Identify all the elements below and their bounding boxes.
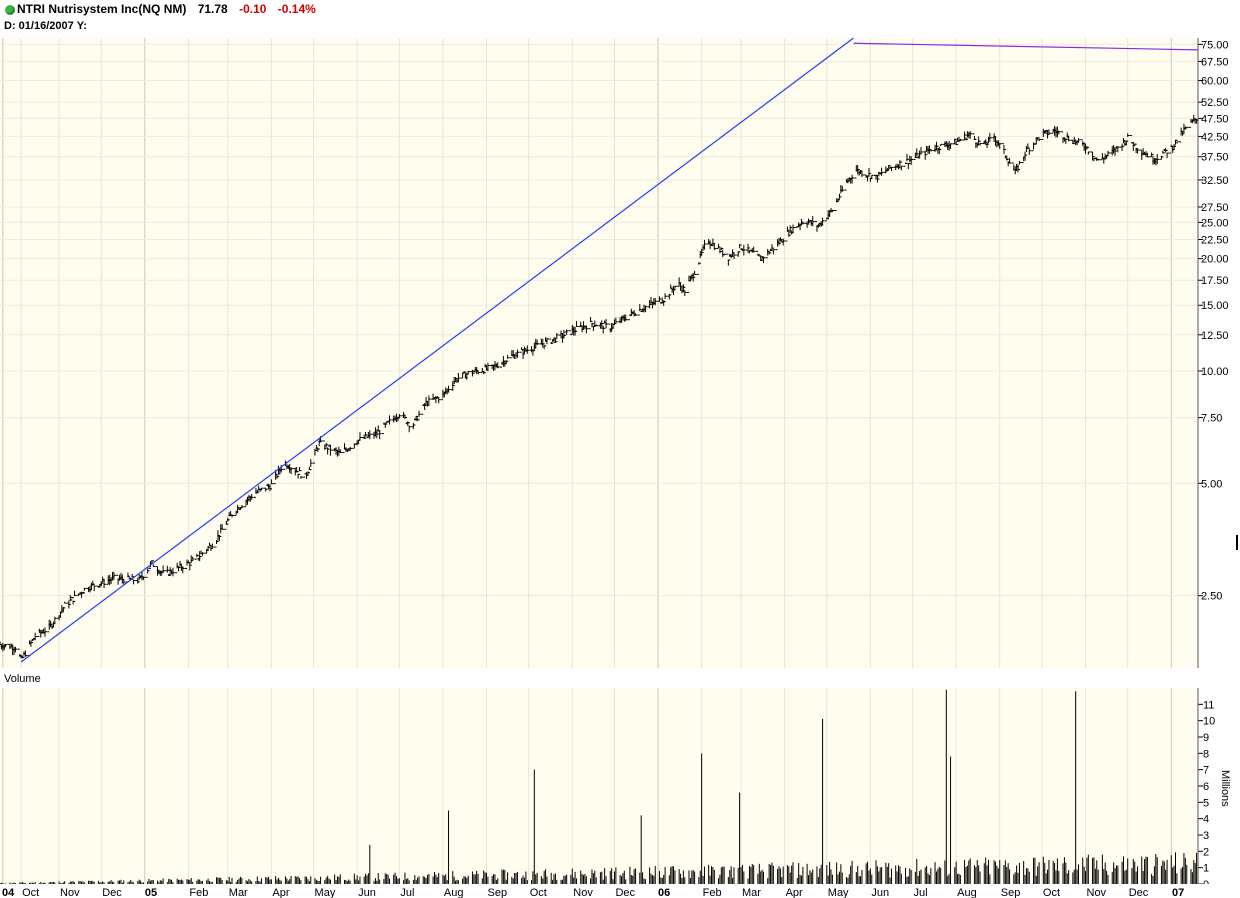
x-tick-label: Sep	[488, 887, 508, 898]
x-tick-label: Dec	[1129, 887, 1149, 898]
y-tick-label: 2.50	[1201, 591, 1222, 603]
volume-tick-label: 8	[1203, 748, 1209, 760]
x-tick-label: Nov	[573, 887, 593, 898]
x-tick-label: Mar	[742, 887, 761, 898]
y-tick-label: 47.50	[1201, 113, 1229, 125]
x-tick-label: Feb	[189, 887, 208, 898]
volume-tick-label: 9	[1203, 732, 1209, 744]
y-tick-label: 60.00	[1201, 76, 1229, 88]
y-tick-label: 17.50	[1201, 275, 1229, 287]
y-tick-label: 5.00	[1201, 478, 1222, 490]
x-tick-label: Sep	[1001, 887, 1021, 898]
x-tick-label: May	[315, 887, 336, 898]
x-tick-label: Mar	[229, 887, 248, 898]
y-tick-label: 12.50	[1201, 330, 1229, 342]
x-tick-label: 05	[145, 887, 157, 898]
y-tick-label: 22.50	[1201, 235, 1229, 247]
status-dot-icon	[5, 5, 15, 15]
x-tick-label: Jul	[400, 887, 414, 898]
volume-tick-label: 2	[1203, 846, 1209, 858]
x-tick-label: Dec	[615, 887, 635, 898]
crosshair-readout: D: 01/16/2007 Y:	[4, 20, 87, 32]
x-tick-label: Dec	[102, 887, 122, 898]
x-tick-label: Nov	[1087, 887, 1107, 898]
x-tick-label: Oct	[1043, 887, 1060, 898]
volume-panel-title: Volume	[4, 673, 41, 685]
x-tick-label: Nov	[60, 887, 80, 898]
symbol-name: NTRI Nutrisystem Inc(NQ NM)	[17, 2, 187, 16]
volume-tick-label: 11	[1203, 699, 1214, 711]
x-tick-label: Apr	[272, 887, 289, 898]
x-tick-label: Jul	[914, 887, 928, 898]
x-tick-label: Feb	[703, 887, 722, 898]
volume-tick-label: 6	[1203, 781, 1209, 793]
x-axis-band	[0, 884, 1240, 898]
y-tick-label: 7.50	[1201, 413, 1222, 425]
uptrend-line[interactable]	[20, 37, 854, 663]
y-tick-label: 37.50	[1201, 152, 1229, 164]
volume-tick-label: 5	[1203, 797, 1209, 809]
x-tick-label: Aug	[957, 887, 977, 898]
volume-tick-label: 1	[1203, 863, 1209, 875]
quote-line: NTRI Nutrisystem Inc(NQ NM) 71.78 -0.10 …	[17, 2, 324, 16]
y-tick-label: 42.50	[1201, 131, 1229, 143]
price-change: -0.10	[239, 2, 267, 16]
x-tick-label: 06	[658, 887, 670, 898]
x-tick-label: May	[828, 887, 849, 898]
date-readout: D: 01/16/2007	[4, 20, 74, 32]
x-tick-label: Oct	[530, 887, 547, 898]
x-tick-label: Oct	[22, 887, 39, 898]
volume-unit-label: Millions	[1219, 770, 1231, 807]
x-tick-label: 04	[2, 887, 15, 898]
panel-separator	[0, 668, 1240, 688]
resistance-line[interactable]	[853, 42, 1199, 51]
volume-plot-area	[0, 688, 1198, 884]
y-tick-label: 67.50	[1201, 56, 1229, 68]
y-tick-label: 32.50	[1201, 175, 1229, 187]
y-tick-label: 20.00	[1201, 254, 1229, 266]
volume-tick-label: 7	[1203, 765, 1209, 777]
volume-tick-label: 10	[1203, 716, 1215, 728]
y-tick-label: 25.00	[1201, 217, 1229, 229]
chart-header: NTRI Nutrisystem Inc(NQ NM) 71.78 -0.10 …	[0, 0, 1240, 36]
price-change-percent: -0.14%	[277, 2, 316, 16]
x-tick-label: Jun	[358, 887, 376, 898]
x-tick-label: Apr	[786, 887, 803, 898]
volume-tick-label: 3	[1203, 830, 1209, 842]
volume-tick-label: 4	[1203, 814, 1209, 826]
x-tick-label: Aug	[444, 887, 464, 898]
y-tick-label: 75.00	[1201, 39, 1229, 51]
x-tick-label: Jun	[871, 887, 889, 898]
y-tick-label: 27.50	[1201, 202, 1229, 214]
y-tick-label: 15.00	[1201, 300, 1229, 312]
y-tick-label: 52.50	[1201, 97, 1229, 109]
y-readout: Y:	[76, 20, 87, 32]
price-plot-area	[0, 38, 1198, 668]
last-price: 71.78	[197, 2, 228, 16]
y-tick-label: 10.00	[1201, 366, 1229, 378]
x-tick-label: 07	[1172, 887, 1184, 898]
